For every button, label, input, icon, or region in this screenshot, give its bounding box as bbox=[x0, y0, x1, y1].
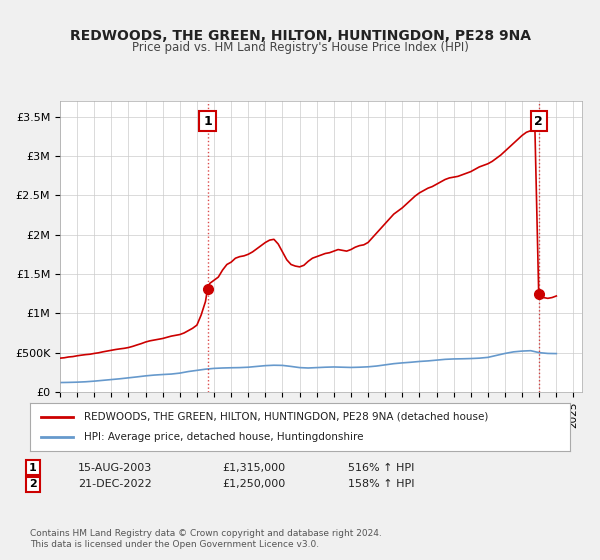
Text: REDWOODS, THE GREEN, HILTON, HUNTINGDON, PE28 9NA: REDWOODS, THE GREEN, HILTON, HUNTINGDON,… bbox=[70, 29, 530, 44]
Text: 2: 2 bbox=[535, 115, 543, 128]
Text: Price paid vs. HM Land Registry's House Price Index (HPI): Price paid vs. HM Land Registry's House … bbox=[131, 41, 469, 54]
Text: 1: 1 bbox=[29, 463, 37, 473]
Text: 516% ↑ HPI: 516% ↑ HPI bbox=[348, 463, 415, 473]
Text: REDWOODS, THE GREEN, HILTON, HUNTINGDON, PE28 9NA (detached house): REDWOODS, THE GREEN, HILTON, HUNTINGDON,… bbox=[84, 412, 488, 422]
Text: Contains HM Land Registry data © Crown copyright and database right 2024.
This d: Contains HM Land Registry data © Crown c… bbox=[30, 529, 382, 549]
Text: 158% ↑ HPI: 158% ↑ HPI bbox=[348, 479, 415, 489]
Text: 1: 1 bbox=[203, 115, 212, 128]
Text: £1,250,000: £1,250,000 bbox=[222, 479, 285, 489]
Text: HPI: Average price, detached house, Huntingdonshire: HPI: Average price, detached house, Hunt… bbox=[84, 432, 364, 442]
Text: £1,315,000: £1,315,000 bbox=[222, 463, 285, 473]
Text: 15-AUG-2003: 15-AUG-2003 bbox=[78, 463, 152, 473]
Text: 2: 2 bbox=[29, 479, 37, 489]
Text: 21-DEC-2022: 21-DEC-2022 bbox=[78, 479, 152, 489]
